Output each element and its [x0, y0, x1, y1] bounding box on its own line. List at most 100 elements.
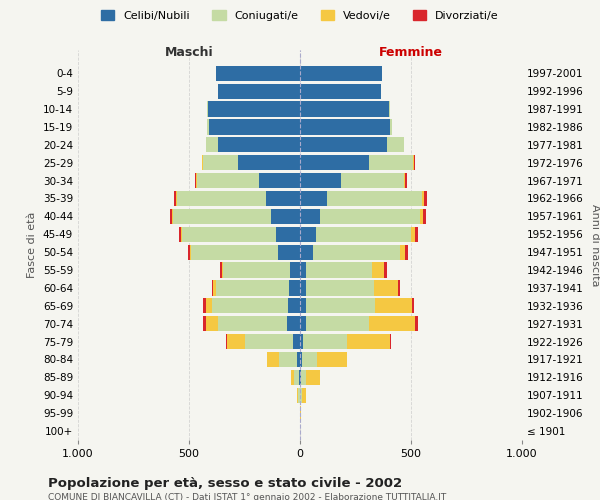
- Bar: [215, 280, 300, 295]
- Bar: [207, 120, 300, 134]
- Bar: [300, 244, 408, 260]
- Bar: [300, 155, 369, 170]
- Bar: [300, 120, 390, 134]
- Bar: [275, 226, 300, 242]
- Text: Femmine: Femmine: [379, 46, 443, 59]
- Bar: [206, 316, 300, 332]
- Bar: [245, 334, 300, 349]
- Bar: [218, 84, 300, 99]
- Bar: [207, 120, 300, 134]
- Bar: [300, 298, 376, 314]
- Bar: [206, 298, 300, 314]
- Bar: [300, 406, 301, 421]
- Bar: [300, 173, 341, 188]
- Bar: [300, 102, 390, 116]
- Bar: [259, 173, 300, 188]
- Bar: [300, 370, 305, 385]
- Bar: [182, 226, 300, 242]
- Bar: [223, 262, 300, 278]
- Bar: [300, 316, 418, 332]
- Bar: [300, 262, 386, 278]
- Bar: [300, 137, 386, 152]
- Bar: [287, 316, 300, 332]
- Bar: [289, 280, 300, 295]
- Bar: [300, 298, 305, 314]
- Y-axis label: Fasce di età: Fasce di età: [28, 212, 37, 278]
- Bar: [218, 84, 300, 99]
- Bar: [300, 173, 407, 188]
- Legend: Celibi/Nubili, Coniugati/e, Vedovi/e, Divorziati/e: Celibi/Nubili, Coniugati/e, Vedovi/e, Di…: [97, 6, 503, 25]
- Bar: [300, 191, 424, 206]
- Bar: [208, 102, 300, 116]
- Bar: [290, 370, 300, 385]
- Bar: [300, 316, 305, 332]
- Bar: [300, 173, 404, 188]
- Bar: [300, 102, 390, 116]
- Bar: [174, 191, 300, 206]
- Bar: [196, 173, 300, 188]
- Bar: [300, 298, 415, 314]
- Bar: [300, 209, 320, 224]
- Bar: [300, 388, 302, 403]
- Bar: [266, 352, 300, 367]
- Bar: [300, 334, 391, 349]
- Bar: [300, 191, 422, 206]
- Bar: [300, 84, 381, 99]
- Bar: [300, 84, 381, 99]
- Bar: [300, 244, 400, 260]
- Bar: [300, 137, 404, 152]
- Bar: [206, 137, 300, 152]
- Bar: [300, 352, 302, 367]
- Bar: [218, 84, 300, 99]
- Bar: [300, 155, 415, 170]
- Bar: [190, 244, 300, 260]
- Bar: [300, 66, 382, 81]
- Bar: [215, 66, 300, 81]
- Bar: [294, 370, 300, 385]
- Bar: [209, 120, 300, 134]
- Bar: [300, 280, 305, 295]
- Bar: [300, 66, 382, 81]
- Bar: [300, 66, 382, 81]
- Bar: [221, 262, 300, 278]
- Bar: [202, 155, 300, 170]
- Bar: [214, 280, 300, 295]
- Bar: [300, 84, 381, 99]
- Bar: [203, 155, 300, 170]
- Text: COMUNE DI BIANCAVILLA (CT) - Dati ISTAT 1° gennaio 2002 - Elaborazione TUTTITALI: COMUNE DI BIANCAVILLA (CT) - Dati ISTAT …: [48, 492, 446, 500]
- Bar: [300, 352, 317, 367]
- Bar: [300, 280, 400, 295]
- Bar: [300, 191, 326, 206]
- Bar: [266, 352, 300, 367]
- Bar: [300, 280, 374, 295]
- Bar: [300, 155, 415, 170]
- Bar: [173, 209, 300, 224]
- Bar: [300, 262, 372, 278]
- Bar: [300, 370, 320, 385]
- Bar: [215, 66, 300, 81]
- Bar: [300, 84, 381, 99]
- Bar: [195, 173, 300, 188]
- Bar: [297, 388, 300, 403]
- Bar: [290, 262, 300, 278]
- Bar: [300, 102, 389, 116]
- Bar: [181, 226, 300, 242]
- Bar: [176, 191, 300, 206]
- Bar: [271, 209, 300, 224]
- Bar: [300, 352, 347, 367]
- Bar: [300, 244, 406, 260]
- Y-axis label: Anni di nascita: Anni di nascita: [590, 204, 600, 286]
- Bar: [288, 298, 300, 314]
- Bar: [203, 316, 300, 332]
- Bar: [238, 155, 300, 170]
- Bar: [300, 209, 423, 224]
- Bar: [197, 173, 300, 188]
- Bar: [290, 370, 300, 385]
- Bar: [300, 262, 305, 278]
- Bar: [207, 120, 300, 134]
- Bar: [300, 226, 316, 242]
- Bar: [226, 334, 300, 349]
- Bar: [300, 137, 404, 152]
- Bar: [300, 370, 320, 385]
- Bar: [300, 120, 392, 134]
